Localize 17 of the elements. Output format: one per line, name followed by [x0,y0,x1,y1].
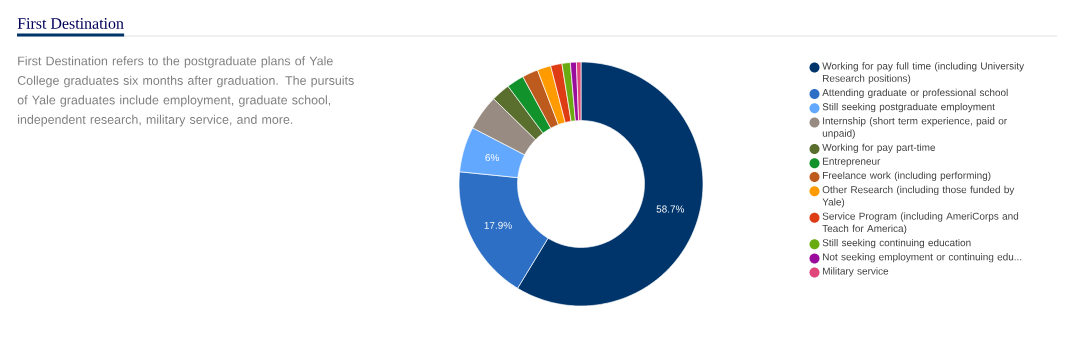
legend-label: Other Research (including those funded by Yale) [822,185,1015,208]
data-label: 58.7% [656,205,685,213]
legend-label: Working for pay full time (including University Research positions) [822,62,1025,84]
data-label: 17.9% [484,221,512,229]
legend-label: Still seeking continuing education [822,238,971,249]
legend-label: Internship (short term experience, paid or unpaid) [822,117,1007,139]
legend-label: Freelance work (including performing) [823,171,991,181]
legend-label: Service Program (including AmeriCorps and Teach for America) [822,212,1019,235]
data-label: 6% [485,154,499,162]
legend-label: Not seeking employment or continuing edu... [823,253,1022,263]
legend-label: Working for pay part-time [822,143,936,153]
legend-label: Entrepreneur [823,157,881,167]
text: First Destination refers to the postgraduate plans of Yale College graduates six months after graduation. The pursuits of Yale graduates include employment, graduate school, independent research, military service, and more. [17,56,354,127]
legend-label: Still seeking postgraduate employment [822,102,995,113]
text: First Destination [17,18,124,29]
legend-label: Attending graduate or professional school [822,88,1008,99]
legend-label: Military service [823,267,889,277]
